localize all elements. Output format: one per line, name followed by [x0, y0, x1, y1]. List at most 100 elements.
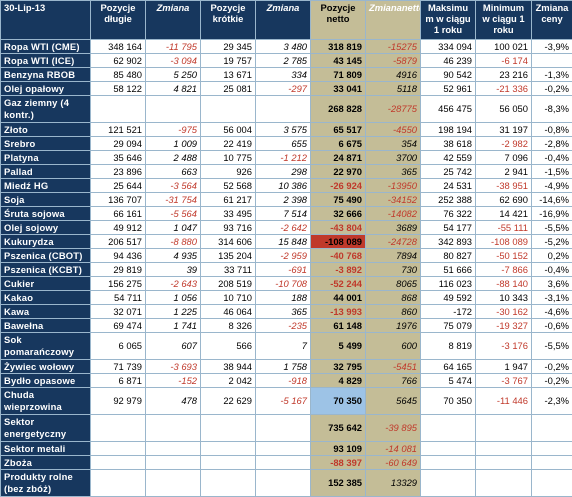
year-max-cell: 334 094	[421, 40, 476, 54]
year-max-cell: 24 531	[421, 179, 476, 193]
price-change-cell: -0,2%	[532, 82, 572, 96]
long-change-cell: 4 821	[146, 82, 201, 96]
price-change-cell: -0,6%	[532, 319, 572, 333]
year-max-cell: -172	[421, 305, 476, 319]
commodity-name-cell: Chuda wieprzowina	[1, 388, 91, 415]
price-change-cell: -1,3%	[532, 68, 572, 82]
net-positions-cell: 4 829	[311, 374, 366, 388]
long-positions-cell: 6 065	[91, 333, 146, 360]
short-change-cell: 334	[256, 68, 311, 82]
long-change-cell: -975	[146, 123, 201, 137]
long-change-cell	[146, 470, 201, 497]
year-min-cell: -108 089	[476, 235, 532, 249]
year-min-cell: -50 152	[476, 249, 532, 263]
net-positions-cell: -40 768	[311, 249, 366, 263]
net-change-cell: -4550	[366, 123, 421, 137]
year-max-cell	[421, 415, 476, 442]
net-change-cell: 4916	[366, 68, 421, 82]
net-change-cell: -14 081	[366, 442, 421, 456]
short-positions-cell	[201, 470, 256, 497]
price-change-cell: -1,5%	[532, 165, 572, 179]
long-positions-cell: 62 902	[91, 54, 146, 68]
commodity-name-cell: Olej opałowy	[1, 82, 91, 96]
net-change-cell: -39 895	[366, 415, 421, 442]
price-change-cell: -5,2%	[532, 235, 572, 249]
long-positions-cell: 35 646	[91, 151, 146, 165]
net-positions-cell: 44 001	[311, 291, 366, 305]
short-change-cell: -2 642	[256, 221, 311, 235]
short-change-cell	[256, 96, 311, 123]
year-max-cell: 52 961	[421, 82, 476, 96]
short-change-cell	[256, 470, 311, 497]
year-min-cell: 14 421	[476, 207, 532, 221]
net-change-cell: -15275	[366, 40, 421, 54]
short-positions-cell: 22 629	[201, 388, 256, 415]
year-min-cell: -6 174	[476, 54, 532, 68]
long-change-cell: -31 754	[146, 193, 201, 207]
long-positions-cell	[91, 442, 146, 456]
price-change-cell	[532, 54, 572, 68]
year-max-cell: 5 474	[421, 374, 476, 388]
year-min-cell: 31 197	[476, 123, 532, 137]
net-change-cell: 1976	[366, 319, 421, 333]
short-positions-cell: 13 671	[201, 68, 256, 82]
year-min-cell: 2 941	[476, 165, 532, 179]
year-min-cell: 1 947	[476, 360, 532, 374]
year-max-cell: 46 239	[421, 54, 476, 68]
long-change-cell: 1 741	[146, 319, 201, 333]
long-change-cell	[146, 456, 201, 470]
net-change-cell: -24728	[366, 235, 421, 249]
year-max-cell: 70 350	[421, 388, 476, 415]
net-change-cell: 8065	[366, 277, 421, 291]
short-positions-cell: 2 042	[201, 374, 256, 388]
short-change-cell: 2 785	[256, 54, 311, 68]
year-max-cell: 252 388	[421, 193, 476, 207]
table-row: Zboża-88 397-60 649	[1, 456, 572, 470]
commodity-name-cell: Sektor energetyczny	[1, 415, 91, 442]
short-change-cell: -918	[256, 374, 311, 388]
short-positions-cell: 22 419	[201, 137, 256, 151]
short-positions-cell: 25 081	[201, 82, 256, 96]
short-change-cell: 655	[256, 137, 311, 151]
long-positions-cell: 66 161	[91, 207, 146, 221]
price-change-cell	[532, 470, 572, 497]
net-positions-cell: 735 642	[311, 415, 366, 442]
long-change-cell: -152	[146, 374, 201, 388]
net-change-cell: 600	[366, 333, 421, 360]
price-change-cell: -0,4%	[532, 263, 572, 277]
commodity-name-cell: Kukurydza	[1, 235, 91, 249]
long-change-cell: -5 564	[146, 207, 201, 221]
year-max-cell: 38 618	[421, 137, 476, 151]
header-netto: Pozycje netto	[311, 1, 366, 40]
net-positions-cell: 5 499	[311, 333, 366, 360]
year-max-cell: 80 827	[421, 249, 476, 263]
commodity-name-cell: Bawełna	[1, 319, 91, 333]
price-change-cell: -3,9%	[532, 40, 572, 54]
long-positions-cell	[91, 456, 146, 470]
commodity-name-cell: Olej sojowy	[1, 221, 91, 235]
short-positions-cell: 38 944	[201, 360, 256, 374]
net-positions-cell: 22 970	[311, 165, 366, 179]
long-change-cell: 478	[146, 388, 201, 415]
commodity-name-cell: Pszenica (KCBT)	[1, 263, 91, 277]
short-change-cell: -2 959	[256, 249, 311, 263]
year-min-cell: -21 336	[476, 82, 532, 96]
commodity-name-cell: Zboża	[1, 456, 91, 470]
commodity-name-cell: Soja	[1, 193, 91, 207]
long-positions-cell	[91, 96, 146, 123]
price-change-cell: -0,2%	[532, 374, 572, 388]
year-min-cell: -3 767	[476, 374, 532, 388]
short-positions-cell: 314 606	[201, 235, 256, 249]
year-max-cell: 116 023	[421, 277, 476, 291]
net-positions-cell: -108 089	[311, 235, 366, 249]
long-positions-cell: 156 275	[91, 277, 146, 291]
commodity-name-cell: Cukier	[1, 277, 91, 291]
